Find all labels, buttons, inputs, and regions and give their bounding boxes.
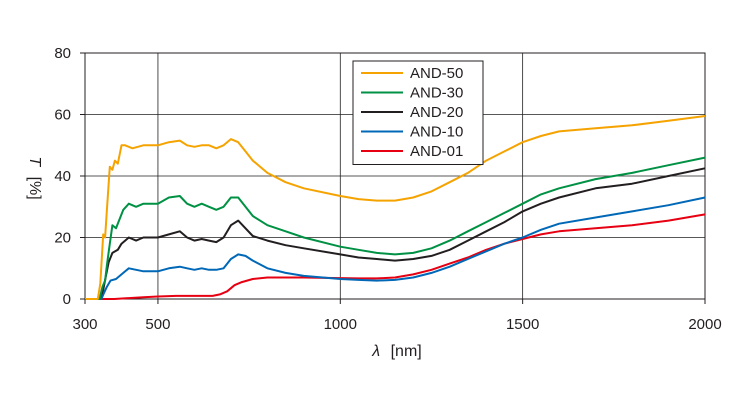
x-axis-symbol: λ <box>371 343 380 360</box>
y-axis-ticks: 0 20 40 60 80 <box>54 45 85 308</box>
x-axis-title: λ [nm] <box>371 343 421 360</box>
x-axis-ticks: 300 500 1000 1500 2000 <box>72 299 722 333</box>
y-axis-symbol: T <box>26 156 43 167</box>
svg-text:T [%]: T [%] <box>26 156 43 199</box>
x-tick-label: 1000 <box>324 316 357 333</box>
series-layer <box>85 115 706 300</box>
legend: AND-50 AND-30 AND-20 AND-10 AND-01 <box>352 60 484 165</box>
legend-label: AND-30 <box>410 85 463 102</box>
x-axis-unit: [nm] <box>391 343 422 360</box>
x-tick-label: 2000 <box>688 316 721 333</box>
series-line-and-50 <box>85 115 706 300</box>
legend-label: AND-10 <box>410 124 463 141</box>
x-tick-label: 300 <box>72 316 97 333</box>
y-tick-label: 80 <box>54 45 71 62</box>
y-axis-unit: [%] <box>26 177 43 200</box>
legend-label: AND-50 <box>410 65 463 82</box>
x-tick-label: 1500 <box>506 316 539 333</box>
series-line-and-01 <box>85 213 706 300</box>
y-tick-label: 0 <box>63 291 71 308</box>
series-line-and-10 <box>85 196 706 300</box>
x-tick-label: 500 <box>145 316 170 333</box>
y-tick-label: 40 <box>54 168 71 185</box>
legend-label: AND-01 <box>410 143 463 160</box>
series-line-and-20 <box>85 167 706 300</box>
legend-label: AND-20 <box>410 104 463 121</box>
y-tick-label: 60 <box>54 107 71 124</box>
y-tick-label: 20 <box>54 230 71 247</box>
y-axis-title: T [%] <box>26 156 43 199</box>
series-line-and-30 <box>85 156 706 300</box>
